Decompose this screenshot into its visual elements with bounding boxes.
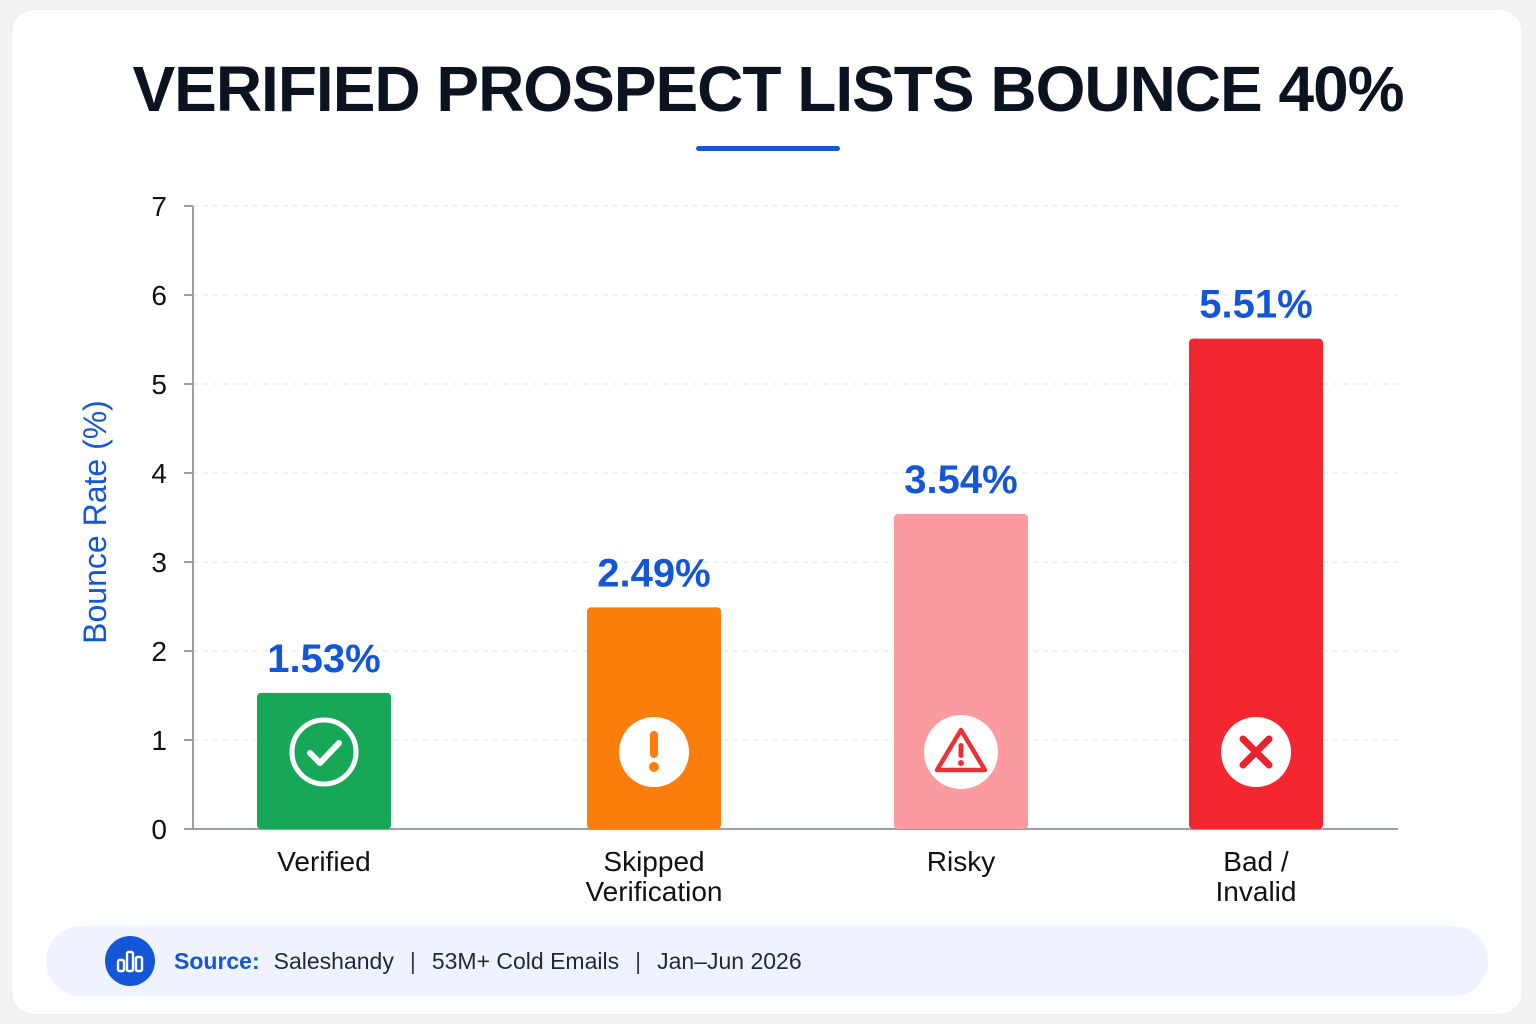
y-tick-label: 4 xyxy=(151,458,167,489)
data-label: 1.53% xyxy=(267,637,380,681)
bar-chart-icon xyxy=(105,936,155,986)
x-tick-label: Skipped Verification xyxy=(586,846,723,907)
separator: | xyxy=(409,947,416,974)
x-tick-label: Risky xyxy=(927,846,995,877)
date-range: Jan–Jun 2026 xyxy=(657,947,802,974)
title-underline xyxy=(696,146,840,151)
chart-title: VERIFIED PROSPECT LISTS BOUNCE 40% xyxy=(132,53,1404,125)
exclamation-circle-icon xyxy=(619,717,689,787)
y-axis-label: Bounce Rate (%) xyxy=(77,400,113,644)
x-circle-icon xyxy=(1221,717,1291,787)
y-tick-label: 5 xyxy=(151,369,167,400)
y-tick-label: 2 xyxy=(151,636,167,667)
y-tick-label: 7 xyxy=(151,191,167,222)
y-tick-label: 0 xyxy=(151,814,167,845)
check-circle-icon xyxy=(289,717,359,787)
data-label: 5.51% xyxy=(1199,283,1312,327)
separator: | xyxy=(635,947,642,974)
x-tick-label: Verified xyxy=(277,846,370,877)
bar-3 xyxy=(1189,338,1323,829)
warning-triangle-icon xyxy=(924,715,998,789)
source-name: Saleshandy xyxy=(273,947,394,974)
y-tick-label: 3 xyxy=(151,547,167,578)
data-label: 2.49% xyxy=(597,551,710,595)
source-bar: Source: Saleshandy | 53M+ Cold Emails | … xyxy=(46,926,1488,996)
email-volume: 53M+ Cold Emails xyxy=(431,947,620,974)
data-label: 3.54% xyxy=(904,458,1017,502)
y-tick-label: 6 xyxy=(151,280,167,311)
y-tick-label: 1 xyxy=(151,725,167,756)
x-tick-label: Bad / Invalid xyxy=(1216,846,1297,907)
source-label: Source: xyxy=(174,947,260,974)
